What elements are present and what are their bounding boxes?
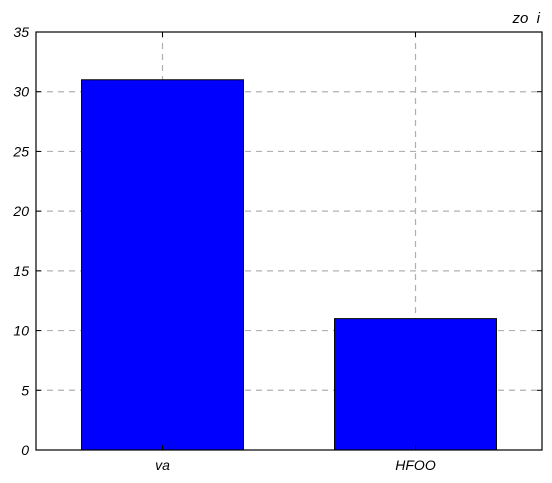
y-tick-label-25: 25 [12,143,29,159]
y-axis-ticks: 0 5 10 15 20 25 30 35 [12,24,542,458]
y-tick-label-15: 15 [13,263,29,279]
x-tick-label-hfoo: HFOO [395,457,436,473]
corner-label: zo i [511,10,540,27]
axes-frame [35,31,543,451]
x-axis-ticks: va HFOO [155,32,436,473]
y-tick-label-0: 0 [21,442,29,458]
y-tick-label-35: 35 [13,24,29,40]
bar-va [81,79,244,451]
bar-hfoo [334,318,497,451]
y-tick-label-5: 5 [21,382,29,398]
y-tick-label-30: 30 [13,84,29,100]
y-tick-label-20: 20 [12,203,29,219]
x-tick-label-va: va [155,457,170,473]
y-tick-label-10: 10 [13,323,29,339]
